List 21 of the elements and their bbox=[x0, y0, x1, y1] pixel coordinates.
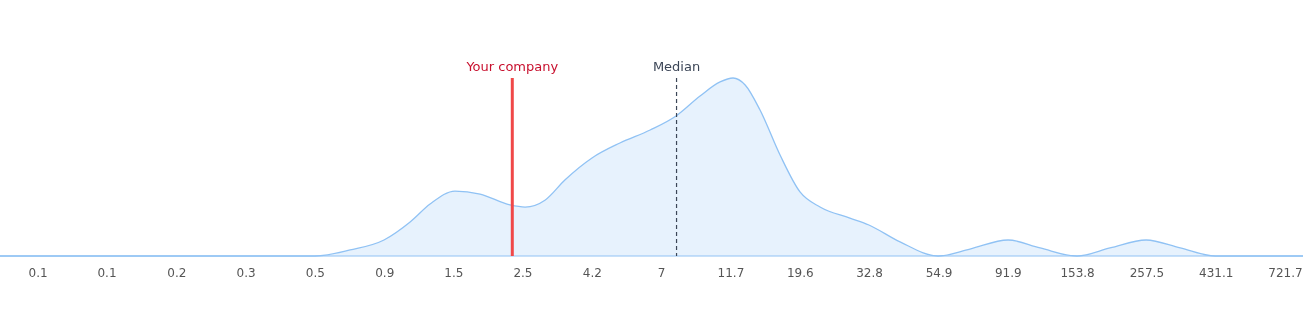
x-tick-label: 431.1 bbox=[1199, 266, 1234, 280]
x-tick-label: 0.9 bbox=[375, 266, 395, 280]
x-tick-label: 0.1 bbox=[97, 266, 117, 280]
ref-line-label: Your company bbox=[465, 59, 559, 74]
x-tick-label: 0.5 bbox=[305, 266, 325, 280]
x-tick-label: 32.8 bbox=[856, 266, 883, 280]
x-tick-label: 19.6 bbox=[786, 266, 814, 280]
x-tick-label: 91.9 bbox=[994, 266, 1022, 280]
x-tick-label: 2.5 bbox=[513, 266, 533, 280]
x-tick-label: 1.5 bbox=[444, 266, 464, 280]
x-tick-label: 54.9 bbox=[925, 266, 953, 280]
x-tick-label: 11.7 bbox=[717, 266, 745, 280]
x-tick-label: 0.3 bbox=[236, 266, 256, 280]
x-tick-label: 4.2 bbox=[582, 266, 602, 280]
x-tick-label: 0.1 bbox=[28, 266, 48, 280]
x-tick-label: 257.5 bbox=[1129, 266, 1165, 280]
ref-line-label: Median bbox=[652, 59, 701, 74]
x-tick-label: 153.8 bbox=[1060, 266, 1095, 280]
x-tick-label: 7 bbox=[657, 266, 666, 280]
x-tick-label: 721.7 bbox=[1268, 266, 1303, 280]
x-tick-label: 0.2 bbox=[167, 266, 187, 280]
